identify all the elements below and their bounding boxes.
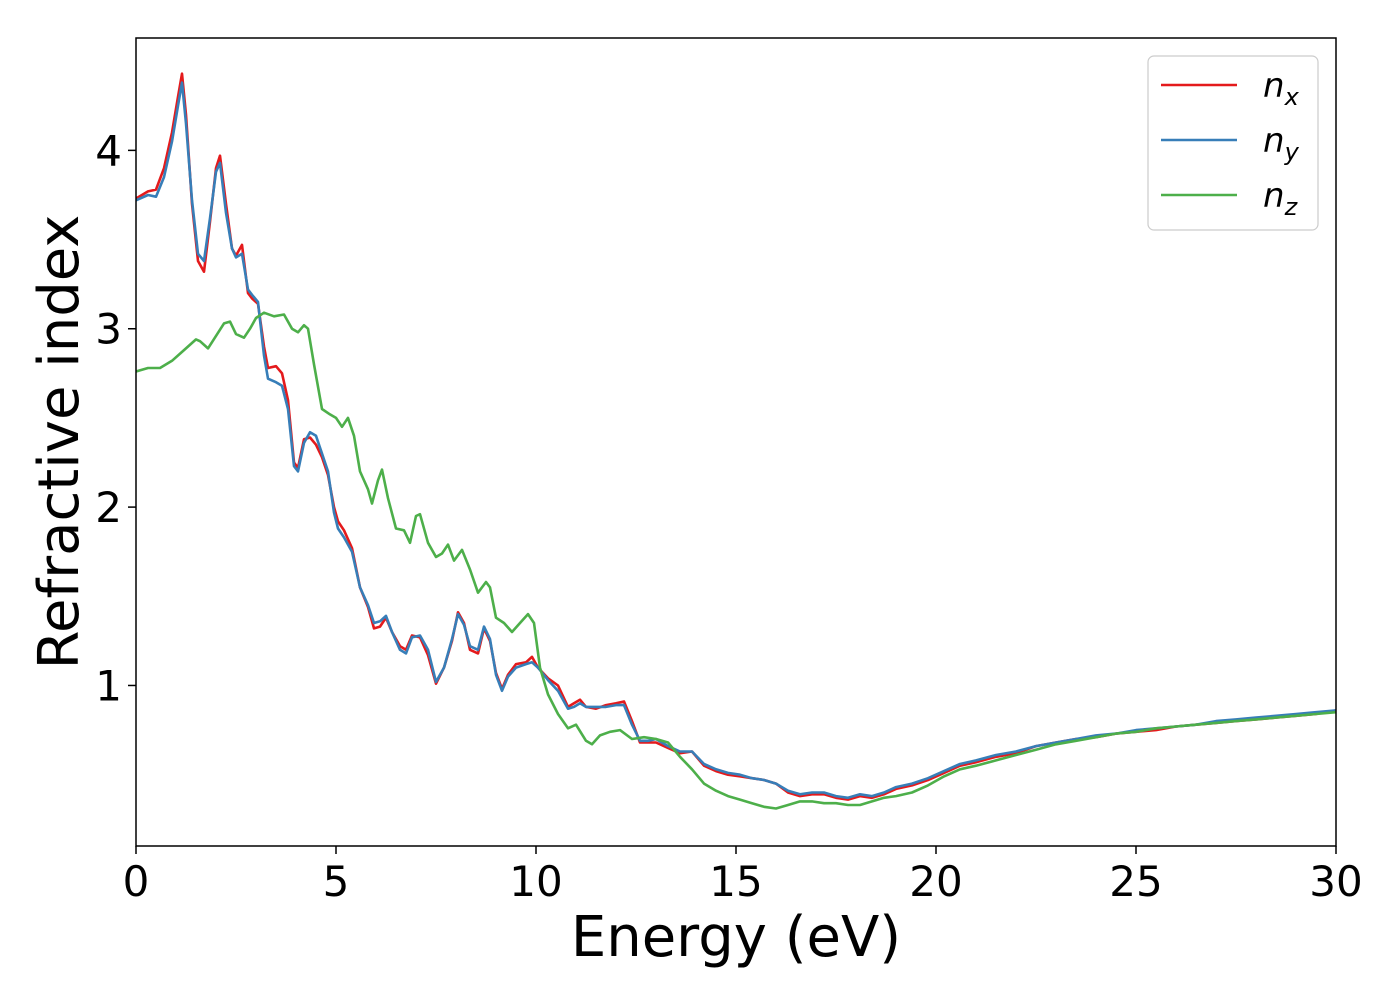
series-line-z — [136, 311, 1336, 810]
ticks-layer: 0 5 10 15 20 25 30 1 2 3 4 — [95, 126, 1362, 906]
x-tick-label: 20 — [909, 857, 962, 906]
x-axis-label: Energy (eV) — [571, 905, 901, 970]
series-layer — [136, 72, 1336, 810]
y-axis-label: Refractive index — [27, 215, 92, 670]
x-tick-label: 10 — [509, 857, 562, 906]
y-tick-label: 3 — [95, 305, 122, 354]
legend-box — [1147, 55, 1319, 231]
x-tick-label: 25 — [1109, 857, 1162, 906]
x-tick-label: 15 — [709, 857, 762, 906]
x-tick-label: 30 — [1309, 857, 1362, 906]
y-tick-label: 2 — [95, 483, 122, 532]
series-line-y — [136, 81, 1336, 800]
x-tick-label: 5 — [323, 857, 350, 906]
y-tick-label: 4 — [95, 126, 122, 175]
y-tick-label: 1 — [95, 661, 122, 710]
x-tick-label: 0 — [123, 857, 150, 906]
